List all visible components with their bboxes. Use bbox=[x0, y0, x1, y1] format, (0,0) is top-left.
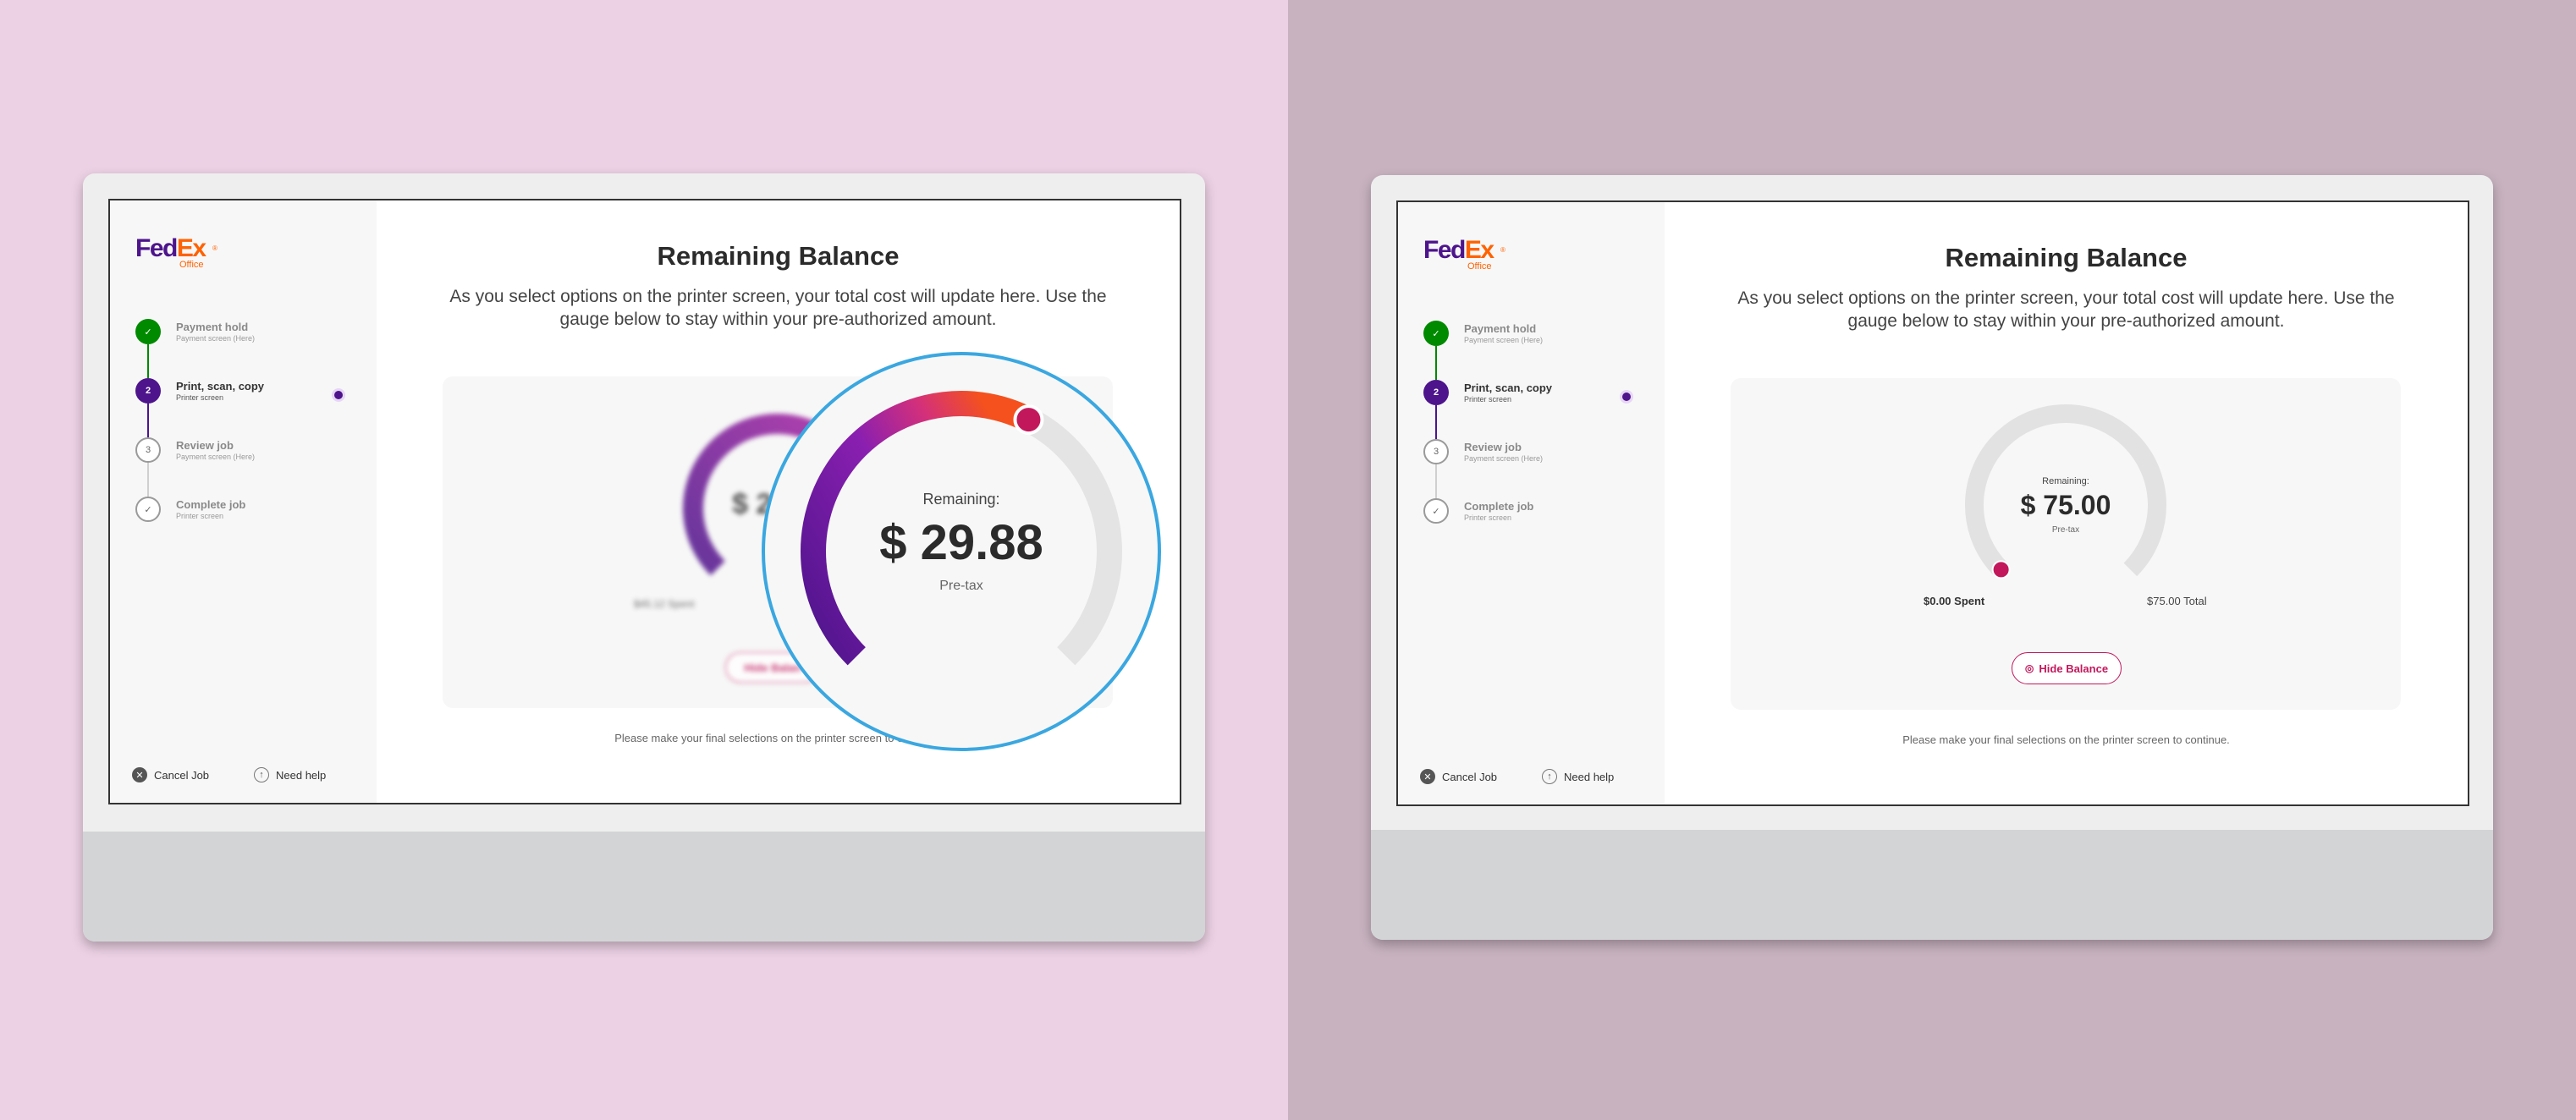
step-connector bbox=[147, 344, 149, 378]
check-icon: ✓ bbox=[135, 319, 161, 344]
help-circle-icon: ↑ bbox=[254, 767, 269, 782]
step-number: 3 bbox=[1423, 439, 1449, 464]
step-print-scan-copy: 2 Print, scan, copy Printer screen bbox=[135, 378, 364, 412]
step-title: Print, scan, copy bbox=[176, 380, 265, 393]
page-description: As you select options on the printer scr… bbox=[449, 287, 1107, 329]
hide-balance-button[interactable]: ◎ Hide Balance bbox=[2012, 652, 2122, 684]
step-payment-hold: ✓ Payment hold Payment screen (Here) bbox=[135, 319, 364, 353]
step-subtitle: Payment screen (Here) bbox=[176, 453, 256, 461]
step-review-job: 3 Review job Payment screen (Here) bbox=[135, 437, 364, 471]
pretax-note: Pre-tax bbox=[2051, 525, 2080, 535]
active-step-indicator bbox=[334, 391, 343, 399]
gauge-knob bbox=[1013, 404, 1044, 436]
step-number: 2 bbox=[135, 378, 161, 404]
step-subtitle: Printer screen bbox=[1464, 513, 1512, 522]
step-complete-job: ✓ Complete job Printer screen bbox=[135, 497, 364, 530]
active-step-indicator bbox=[1622, 393, 1631, 401]
magnifier-zoom: Remaining: $ 29.88 Pre-tax bbox=[760, 350, 1163, 753]
step-title: Payment hold bbox=[1464, 322, 1537, 335]
fedex-office-logo: FedEx Office ® bbox=[1423, 236, 1505, 272]
chevron-down-icon: ✓ bbox=[135, 497, 161, 522]
step-connector bbox=[1435, 346, 1437, 380]
fedex-office-logo: FedEx Office ® bbox=[135, 234, 217, 270]
device-chin bbox=[83, 832, 1205, 942]
spent-label: $0.00 Spent bbox=[1924, 595, 1985, 607]
kiosk-device: FedEx Office ® ✓ Payment hold Payment sc… bbox=[1371, 175, 2493, 940]
step-title: Complete job bbox=[176, 498, 246, 511]
balance-gauge bbox=[1965, 404, 2166, 579]
step-number: 3 bbox=[135, 437, 161, 463]
eye-slash-icon: ◎ bbox=[2024, 662, 2034, 674]
blurred-button-label: Hide Balan bbox=[744, 661, 801, 674]
check-icon: ✓ bbox=[1423, 321, 1449, 346]
step-title: Review job bbox=[1464, 441, 1522, 453]
remaining-amount: $ 29.88 bbox=[879, 515, 1043, 570]
step-number: 2 bbox=[1423, 380, 1449, 405]
hide-balance-label: Hide Balance bbox=[2039, 662, 2109, 675]
blurred-spent-label: $45.12 Spent bbox=[634, 598, 695, 610]
sidebar: FedEx Office ® ✓ Payment hold Payment sc… bbox=[1398, 202, 1665, 804]
step-title: Payment hold bbox=[176, 321, 249, 333]
page-title: Remaining Balance bbox=[657, 241, 900, 271]
step-subtitle: Printer screen bbox=[176, 393, 224, 402]
step-review-job: 3 Review job Payment screen (Here) bbox=[1423, 439, 1652, 473]
cancel-job-button[interactable]: ✕ Cancel Job bbox=[1420, 769, 1497, 784]
step-subtitle: Payment screen (Here) bbox=[1464, 454, 1544, 463]
cancel-job-label: Cancel Job bbox=[154, 768, 210, 782]
step-connector bbox=[147, 463, 149, 497]
step-subtitle: Printer screen bbox=[176, 512, 224, 520]
need-help-button[interactable]: ↑ Need help bbox=[1542, 769, 1614, 784]
step-title: Complete job bbox=[1464, 500, 1534, 513]
need-help-label: Need help bbox=[1564, 770, 1615, 783]
step-subtitle: Printer screen bbox=[1464, 395, 1512, 404]
step-subtitle: Payment screen (Here) bbox=[1464, 336, 1544, 344]
step-connector bbox=[1435, 405, 1437, 439]
close-circle-icon: ✕ bbox=[1420, 769, 1435, 784]
remaining-amount: $ 75.00 bbox=[2020, 490, 2111, 520]
cancel-job-label: Cancel Job bbox=[1442, 770, 1498, 783]
need-help-label: Need help bbox=[276, 768, 327, 782]
need-help-button[interactable]: ↑ Need help bbox=[254, 767, 326, 782]
page-title: Remaining Balance bbox=[1945, 243, 2188, 272]
step-subtitle: Payment screen (Here) bbox=[176, 334, 256, 343]
blurred-gauge-graphic bbox=[683, 414, 825, 576]
kiosk-screen: FedEx Office ® ✓ Payment hold Payment sc… bbox=[1396, 200, 2469, 806]
left-panel: FedEx Office ® ✓ Payment hold Payment sc… bbox=[0, 0, 1288, 1120]
step-print-scan-copy: 2 Print, scan, copy Printer screen bbox=[1423, 380, 1652, 414]
step-connector bbox=[147, 404, 149, 437]
step-complete-job: ✓ Complete job Printer screen bbox=[1423, 498, 1652, 532]
right-panel: FedEx Office ® ✓ Payment hold Payment sc… bbox=[1288, 0, 2576, 1120]
help-circle-icon: ↑ bbox=[1542, 769, 1557, 784]
remaining-label: Remaining: bbox=[922, 491, 1000, 508]
main-content: Remaining Balance As you select options … bbox=[1665, 202, 2468, 804]
pretax-note: Pre-tax bbox=[939, 579, 983, 593]
gauge-knob bbox=[1991, 560, 2011, 579]
footnote: Please make your final selections on the… bbox=[614, 732, 942, 744]
close-circle-icon: ✕ bbox=[132, 767, 147, 782]
total-label: $75.00 Total bbox=[2147, 595, 2207, 607]
step-payment-hold: ✓ Payment hold Payment screen (Here) bbox=[1423, 321, 1652, 354]
page-description: As you select options on the printer scr… bbox=[1737, 288, 2395, 331]
zoom-gauge-graphic bbox=[762, 352, 1161, 751]
footnote: Please make your final selections on the… bbox=[1902, 733, 2230, 746]
step-title: Review job bbox=[176, 439, 234, 452]
step-title: Print, scan, copy bbox=[1464, 382, 1553, 394]
chevron-down-icon: ✓ bbox=[1423, 498, 1449, 524]
device-chin bbox=[1371, 830, 2493, 940]
remaining-label: Remaining: bbox=[2042, 476, 2089, 486]
sidebar: FedEx Office ® ✓ Payment hold Payment sc… bbox=[110, 200, 377, 803]
balance-card: Remaining: $ 75.00 Pre-tax $0.00 Spent $… bbox=[1731, 378, 2401, 710]
step-connector bbox=[1435, 464, 1437, 498]
cancel-job-button[interactable]: ✕ Cancel Job bbox=[132, 767, 209, 782]
